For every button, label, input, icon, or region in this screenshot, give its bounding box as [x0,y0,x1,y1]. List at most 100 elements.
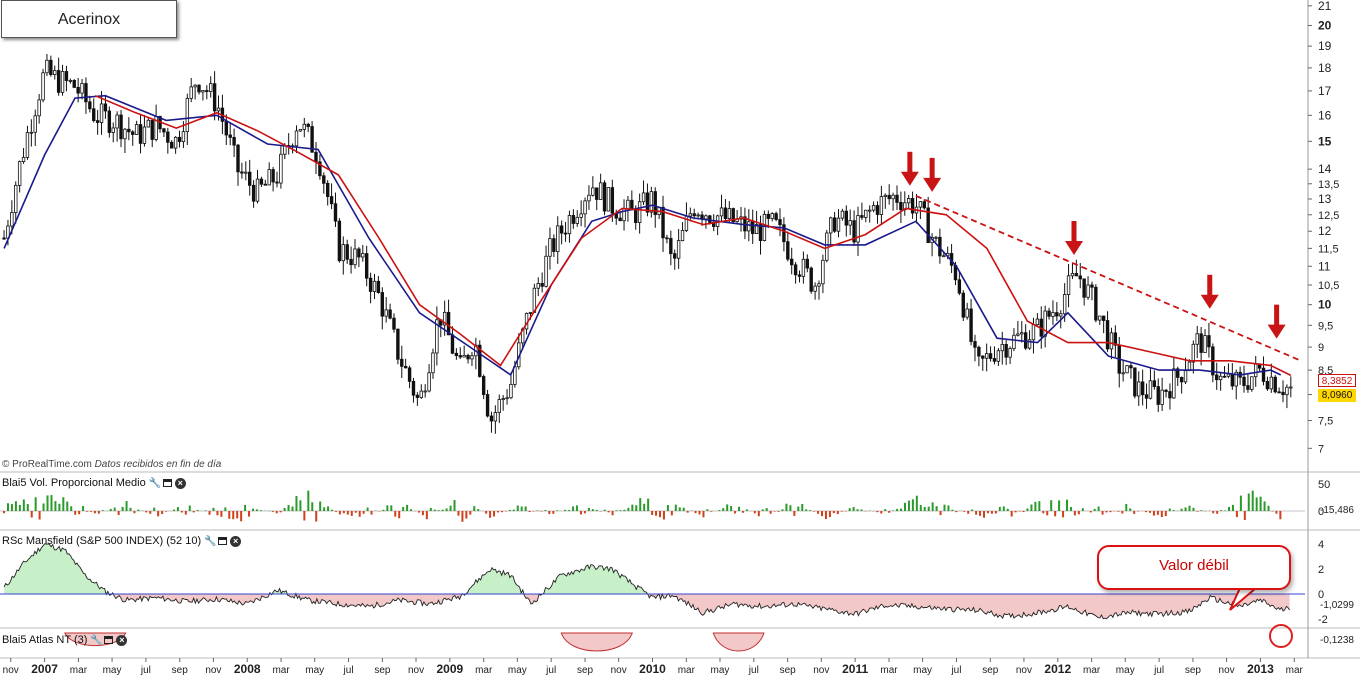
volume-bar [595,509,598,511]
rsc-last-value: -1,0299 [1320,600,1354,611]
candle-body [1105,320,1110,350]
candle-body [1109,332,1114,350]
candle-body [60,71,65,93]
candle-body [1160,389,1164,405]
volume-bar [1089,511,1092,513]
volume-bar [287,504,290,511]
window-icon[interactable] [218,537,228,545]
volume-bar [603,509,606,511]
volume-bar [398,511,401,519]
candle-body [1222,375,1227,378]
red-ma-price-label: 8,3852 [1318,374,1356,387]
volume-bar [710,511,713,512]
candle-body [637,201,642,223]
candle-body [848,220,852,226]
candle-body [602,182,607,212]
x-tick-label: sep [577,665,594,675]
close-icon[interactable]: × [230,535,242,547]
volume-bar [449,505,452,511]
volume-bar [212,507,215,511]
volume-bar [188,505,191,511]
candle-body [384,309,388,317]
candle-body [575,216,579,224]
candle-body [1125,365,1129,374]
volume-bar [82,506,85,511]
candle-body [879,196,884,215]
volume-bar [801,503,804,511]
candle-body [774,213,778,220]
volume-bar [248,511,251,517]
volume-bar [192,511,195,513]
candle-body [232,137,236,146]
volume-bar [303,511,306,521]
volume-bar [809,510,812,511]
close-icon[interactable]: × [116,634,128,646]
volume-bar [97,511,100,514]
volume-bar [319,501,322,511]
candle-body [1070,273,1075,277]
y-tick-label: 12,5 [1318,210,1339,222]
time-x-axis: nov 2007 mar may jul sep nov 2008 mar may jul sep no… [3,658,1304,675]
wrench-icon[interactable]: 🔧 [204,535,217,547]
volume-bar [129,507,132,511]
candle-body [797,274,802,277]
x-tick-label: 2007 [31,662,58,675]
candle-body [248,171,252,186]
candle-body [322,175,326,184]
candle-body [501,398,505,400]
candle-body [1059,313,1063,317]
candle-body [119,114,123,140]
candle-body [548,238,552,257]
candle-body [778,219,782,226]
window-icon[interactable] [162,479,172,487]
candle-body [751,221,755,235]
window-icon[interactable] [104,636,114,644]
volume-bar [765,508,768,511]
candle-body [552,238,556,252]
candle-body [170,141,174,149]
volume-bar [350,511,353,516]
candle-body [766,213,771,219]
candle-body [103,103,108,112]
close-icon[interactable]: × [174,477,186,489]
volume-bar [639,498,642,511]
candle-body [64,71,69,81]
volume-bar [769,511,772,514]
candle-body [1246,385,1250,390]
x-tick-label: sep [172,665,189,675]
y-tick-label: 13,5 [1318,179,1339,191]
candle-body [423,390,427,393]
candle-body [1172,368,1176,399]
volume-bar [516,505,519,511]
candle-body [446,311,451,336]
candle-body [969,308,973,342]
candle-body [95,120,100,123]
candle-body [361,253,365,258]
volume-bar [1263,501,1266,511]
volume-bar [761,509,764,511]
volume-bar [1010,511,1013,517]
candle-body [957,279,962,294]
wrench-icon[interactable]: 🔧 [90,634,103,646]
volume-bar [244,504,247,511]
volume-bar [931,502,934,511]
volume-bar [1022,511,1025,513]
candle-body [364,253,369,279]
volume-bar [828,511,831,518]
candle-body [595,187,599,200]
volume-bar [753,511,756,514]
volume-bar [157,511,160,517]
x-tick-label: sep [982,665,999,675]
price-candles [2,54,1293,434]
x-tick-label: mar [880,665,898,675]
candle-body [1144,394,1149,399]
volume-bar [172,509,175,511]
candle-body [1265,381,1270,390]
x-tick-label: nov [3,665,19,675]
volume-bar [983,511,986,518]
volume-bar [900,508,903,511]
candle-body [345,244,349,260]
wrench-icon[interactable]: 🔧 [148,477,162,489]
candle-body [1121,372,1125,375]
volume-bar [892,510,895,511]
